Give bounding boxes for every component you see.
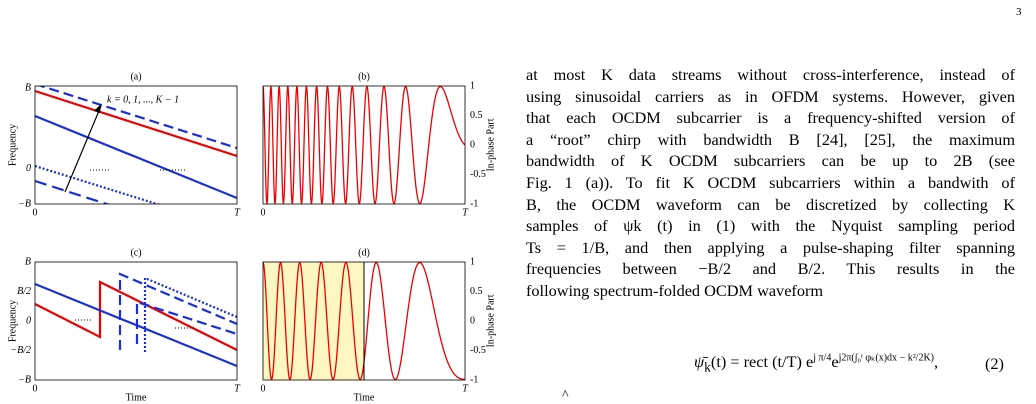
y-tick-label: 1 (470, 80, 475, 91)
panel-label: (d) (358, 247, 370, 258)
x-axis-label: Time (126, 392, 147, 403)
text-line: bandwidth of K OCDM subcarriers can be u… (526, 151, 1015, 171)
y-tick-label: -1 (470, 374, 478, 385)
page-number: 3 (1016, 6, 1022, 18)
annotation: k = 0, 1, ..., K − 1 (107, 94, 179, 105)
y-tick-label: B (25, 83, 31, 94)
x-tick-label: T (462, 207, 469, 218)
y-tick-label: −B (18, 374, 31, 385)
y-tick-label: 0 (470, 139, 475, 150)
plot (263, 262, 465, 380)
y-tick-label: 0 (26, 315, 31, 326)
arrow (64, 105, 102, 193)
eq-part: ψ̄ (694, 352, 705, 371)
plot (263, 86, 465, 204)
plot (35, 86, 237, 204)
eq-part: j π/4 (813, 352, 832, 364)
text-line: that each OCDM subcarrier is a frequency… (526, 108, 1015, 128)
y-axis-label: Frequency (7, 300, 18, 342)
x-axis-label: Time (354, 392, 375, 403)
y-tick-label: 0.5 (470, 110, 483, 121)
glyph: ^ (562, 388, 569, 403)
equation: ψ̄k(t) = rect (t/T) ej π/4ej2π(∫₀ᵗ φₖ(x)… (694, 352, 938, 375)
y-tick-label: 0 (470, 315, 475, 326)
y-tick-label: −B/2 (10, 345, 31, 356)
line (35, 114, 237, 200)
axes (34, 85, 238, 205)
equation-number: (2) (985, 354, 1004, 373)
line (35, 89, 237, 158)
eq-part: j2π(∫₀ᵗ φₖ(x)dx − k²/2K) (838, 352, 935, 364)
line (35, 164, 161, 204)
waveform (263, 86, 465, 204)
x-tick-label: 0 (261, 383, 266, 394)
x-tick-label: T (234, 207, 241, 218)
axes (262, 261, 466, 381)
text-line: a “root” chirp with bandwidth B [24], [2… (526, 129, 1015, 149)
eq-part: e (831, 352, 839, 371)
axes (262, 85, 466, 205)
text-line: Fig. 1 (a)). To fit K OCDM subcarriers w… (526, 172, 1015, 192)
y-axis-label: In-phase Part (485, 118, 496, 171)
axes (34, 261, 238, 381)
y-axis-label: In-phase Part (485, 294, 496, 347)
eq-part: k (704, 359, 711, 375)
eq-part: , (934, 352, 939, 371)
x-tick-label: 0 (33, 383, 38, 394)
line (143, 276, 237, 352)
line (118, 272, 237, 350)
panel-label: (a) (130, 71, 141, 82)
text-line: B, the OCDM waveform can be discretized … (526, 194, 1015, 214)
panel-label: (c) (130, 247, 141, 258)
panel-label: (b) (358, 71, 370, 82)
y-tick-label: −B (18, 198, 31, 209)
line (37, 86, 237, 150)
x-tick-label: 0 (33, 207, 38, 218)
x-tick-label: T (234, 383, 241, 394)
y-tick-label: B (25, 256, 31, 267)
x-tick-label: T (462, 383, 469, 394)
arrow-head (94, 104, 101, 113)
text-line: following spectrum-folded OCDM waveform (526, 280, 824, 300)
y-tick-label: -1 (470, 198, 478, 209)
y-tick-label: 1 (470, 256, 475, 267)
x-tick-label: 0 (261, 207, 266, 218)
text-line: Ts = 1/B, and then applying a pulse-shap… (526, 237, 1015, 257)
text-line: samples of ψk (t) in (1) with the Nyquis… (526, 216, 1015, 236)
plot (35, 272, 237, 368)
eq-part: (t) = rect (t/T) e (710, 352, 814, 371)
paragraph: at most K data streams without cross-int… (526, 64, 1015, 302)
text-line: at most K data streams without cross-int… (526, 65, 1015, 84)
y-tick-label: -0.5 (470, 169, 486, 180)
y-tick-label: 0.5 (470, 286, 483, 297)
y-tick-label: 0 (26, 163, 31, 174)
y-axis-label: Frequency (7, 124, 18, 166)
text-line: frequencies between −B/2 and B/2. This r… (526, 259, 1015, 279)
y-tick-label: -0.5 (470, 345, 486, 356)
text-line: using sinusoidal carriers as in OFDM sys… (526, 86, 1015, 106)
y-tick-label: B/2 (17, 286, 31, 297)
line (135, 300, 237, 344)
